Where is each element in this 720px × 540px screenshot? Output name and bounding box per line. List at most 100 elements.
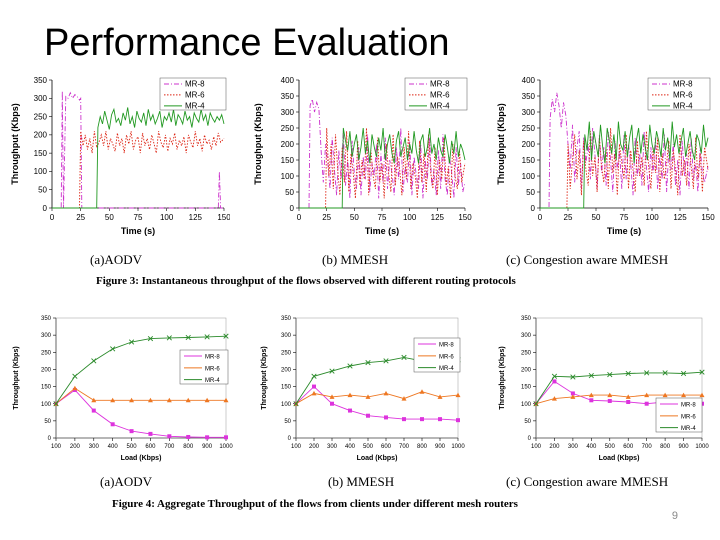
- x-tick-label: 900: [679, 444, 690, 450]
- data-point-mr-4: [588, 372, 594, 379]
- data-point-mr-6: [129, 397, 135, 403]
- y-tick-label: 0: [43, 204, 48, 213]
- y-tick-label: 0: [290, 204, 295, 213]
- data-point-mr-6: [110, 397, 116, 403]
- x-tick-label: 50: [592, 213, 601, 222]
- y-tick-label: 250: [34, 112, 48, 121]
- y-tick-label: 200: [34, 131, 48, 140]
- y-axis-label: Throughput (Kbps): [261, 346, 268, 409]
- data-point-mr-6: [681, 392, 687, 398]
- data-point-mr-8: [224, 435, 228, 440]
- x-tick-label: 0: [538, 213, 543, 222]
- data-point-mr-6: [437, 394, 443, 399]
- y-axis-label: Throughput (Kbps): [499, 346, 506, 409]
- data-point-mr-8: [552, 379, 557, 384]
- data-point-mr-6: [365, 394, 371, 399]
- data-point-mr-8: [589, 398, 594, 403]
- data-point-mr-6: [223, 397, 229, 403]
- legend-box: [159, 77, 227, 111]
- legend-box: [404, 77, 468, 111]
- data-point-mr-4: [72, 373, 78, 379]
- series-line-mr-4: [540, 121, 709, 209]
- chart-fig4a-svg: 0 50 100 150 200 250 300 350 100 200 300 400 500 600 7…: [13, 316, 233, 462]
- y-axis-label: Throughput (Kbps): [13, 346, 20, 409]
- legend-label-mr-8: MR-8: [185, 80, 205, 89]
- y-tick-label: 350: [34, 76, 48, 85]
- data-point-mr-4: [644, 370, 650, 376]
- data-point-mr-8: [148, 431, 153, 436]
- x-tick-label: 500: [127, 444, 138, 450]
- data-point-mr-8: [402, 417, 406, 422]
- x-tick-label: 200: [309, 444, 320, 450]
- y-tick-label: 200: [281, 140, 295, 149]
- data-point-mr-4: [166, 335, 172, 341]
- data-point-mr-4: [533, 401, 539, 407]
- chart-fig3b-svg: 0 50 100 150 200 250 300 350 400 0 25 50 75 100 125 150…: [253, 76, 472, 236]
- x-tick-label: 50: [105, 213, 114, 222]
- data-point-mr-8: [312, 384, 316, 389]
- data-point-mr-8: [205, 435, 210, 440]
- data-point-mr-6: [91, 397, 97, 403]
- data-point-mr-8: [456, 418, 460, 423]
- x-tick-label: 700: [399, 444, 410, 450]
- x-tick-label: 150: [458, 213, 472, 222]
- x-tick-label: 0: [50, 213, 55, 222]
- data-point-mr-4: [293, 401, 299, 407]
- figure4-caption: Figure 4: Aggregate Throughput of the fl…: [112, 498, 518, 510]
- x-tick-label: 50: [350, 213, 359, 222]
- legend: MR-8 MR-6 MR-4: [179, 349, 229, 385]
- x-tick-label: 600: [623, 444, 634, 450]
- y-tick-label: 200: [522, 140, 536, 149]
- y-tick-label: 200: [41, 368, 52, 374]
- legend-label-mr-4: MR-4: [185, 101, 205, 110]
- x-tick-label: 400: [586, 444, 597, 450]
- data-point-mr-4: [204, 334, 210, 340]
- data-point-mr-4: [699, 369, 705, 375]
- data-point-mr-8: [91, 408, 96, 413]
- subcaption-fig4a: (a)AODV: [100, 474, 152, 489]
- x-tick-label: 75: [134, 213, 143, 222]
- y-tick-label: 50: [526, 188, 535, 197]
- y-axis-label: Throughput (Kbps): [253, 103, 263, 184]
- y-tick-label: 50: [284, 419, 291, 425]
- y-tick-label: 200: [281, 368, 292, 374]
- data-point-mr-6: [347, 392, 353, 398]
- series-line-mr-4: [52, 107, 225, 209]
- x-tick-label: 100: [160, 213, 174, 222]
- legend-label-mr-6: MR-6: [673, 90, 693, 99]
- series-line-mr-6: [52, 131, 225, 209]
- y-tick-label: 100: [522, 172, 536, 181]
- data-point-mr-6: [383, 390, 389, 396]
- data-point-mr-6: [625, 394, 631, 399]
- data-point-mr-6: [455, 392, 461, 398]
- legend: MR-8 MR-6 MR-4: [655, 397, 703, 433]
- y-tick-label: 150: [281, 156, 295, 165]
- y-tick-label: 100: [281, 402, 292, 408]
- x-axis-label: Load (Kbps): [357, 455, 398, 462]
- data-point-mr-6: [419, 389, 425, 394]
- legend: MR-8 MR-6 MR-4: [413, 337, 461, 373]
- x-tick-label: 100: [51, 444, 62, 450]
- x-tick-label: 125: [673, 213, 687, 222]
- data-point-mr-4: [185, 334, 191, 341]
- data-point-mr-4: [551, 373, 558, 379]
- series-line-mr-4: [535, 371, 703, 404]
- legend-label-mr-8: MR-8: [681, 403, 696, 409]
- x-tick-label: 300: [327, 444, 338, 450]
- x-axis-label: Time (s): [365, 226, 399, 236]
- x-tick-label: 700: [164, 444, 175, 450]
- y-tick-label: 50: [285, 188, 294, 197]
- chart-fig4b-svg: 0 50 100 150 200 250 300 350 100 200 300 400 500 600 7…: [261, 316, 465, 462]
- y-tick-label: 250: [521, 350, 532, 356]
- data-point-mr-8: [110, 422, 115, 427]
- legend-box: [647, 77, 711, 111]
- x-tick-label: 300: [89, 444, 100, 450]
- series-line-mr-4: [299, 127, 466, 209]
- x-tick-label: 200: [70, 444, 81, 450]
- data-point-mr-8: [348, 408, 352, 413]
- y-tick-label: 100: [34, 167, 48, 176]
- x-tick-label: 500: [363, 444, 374, 450]
- x-tick-label: 800: [183, 444, 194, 450]
- x-tick-label: 900: [435, 444, 446, 450]
- data-point-mr-6: [147, 397, 153, 403]
